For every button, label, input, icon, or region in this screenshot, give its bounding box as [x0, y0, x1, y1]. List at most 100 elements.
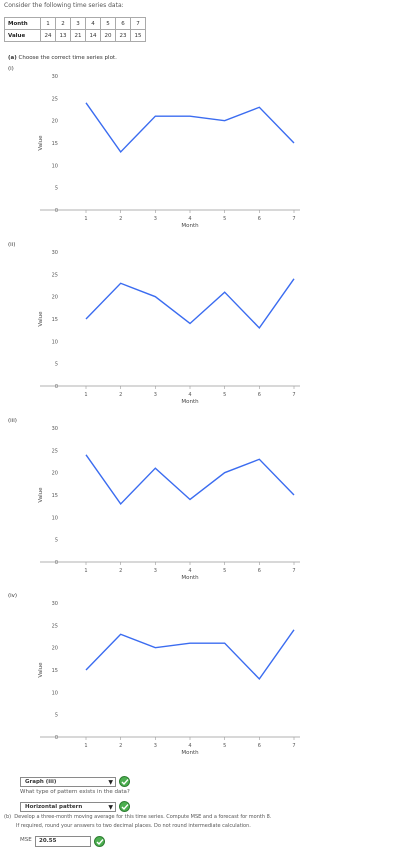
pattern-select[interactable]: Horizontal pattern ▼: [20, 802, 116, 812]
time-series-plot: 0 5 10 15 20 25 30 1 2 3 4 5 6 7 Month Value: [38, 601, 300, 756]
y-tick-label: 10: [52, 163, 58, 169]
y-axis-title: Value: [38, 311, 44, 327]
x-tick-label: 1: [84, 568, 87, 574]
plot-option-label: (i): [8, 66, 14, 72]
x-tick-label: 1: [84, 216, 87, 222]
value-cell: 21: [70, 29, 86, 42]
x-tick-label: 5: [223, 568, 226, 574]
mse-input[interactable]: 20.55: [35, 836, 91, 847]
part-b-text-2: If required, round your answers to two d…: [16, 823, 251, 829]
y-tick-label: 10: [52, 339, 58, 345]
graph-select[interactable]: Graph (iii) ▼: [20, 777, 116, 787]
y-tick-label: 25: [52, 448, 58, 454]
series-line: [85, 629, 295, 681]
x-tick-label: 6: [258, 568, 261, 574]
x-axis-title: Month: [181, 223, 199, 229]
x-tick-label: 5: [223, 743, 226, 749]
y-tick-label: 20: [52, 471, 58, 477]
x-tick-label: 2: [119, 216, 122, 222]
pattern-question: What type of pattern exists in the data?: [20, 789, 130, 795]
y-tick-label: 5: [55, 713, 58, 719]
y-tick-label: 5: [55, 362, 58, 368]
part-b-prompt: (b) Develop a three-month moving average…: [4, 813, 399, 831]
series-line: [85, 454, 295, 506]
value-cell: 20: [100, 29, 116, 42]
y-tick-label: 25: [52, 272, 58, 278]
plot-option-label: (iii): [8, 418, 17, 424]
month-cell: 1: [40, 17, 56, 30]
y-tick-label: 30: [52, 74, 58, 80]
month-row: Month 1 2 3 4 5 6 7: [4, 17, 146, 30]
x-tick-label: 1: [84, 743, 87, 749]
x-tick-label: 6: [258, 392, 261, 398]
y-tick-label: 30: [52, 250, 58, 256]
y-tick-label: 30: [52, 426, 58, 432]
y-tick-label: 0: [55, 384, 58, 390]
series-line: [85, 278, 295, 330]
x-tick-label: 5: [223, 216, 226, 222]
checkmark-icon: [94, 836, 105, 847]
time-series-plot: 0 5 10 15 20 25 30 1 2 3 4 5 6 7 Month Value: [38, 74, 300, 229]
graph-select-value: Graph (iii): [25, 779, 57, 785]
y-tick-label: 15: [52, 668, 58, 674]
x-tick-label: 7: [292, 568, 295, 574]
y-tick-label: 30: [52, 601, 58, 607]
value-cell: 24: [40, 29, 56, 42]
x-tick-label: 2: [119, 392, 122, 398]
month-cell: 6: [115, 17, 131, 30]
x-axis-title: Month: [181, 750, 199, 756]
month-header: Month: [4, 17, 41, 30]
y-tick-label: 0: [55, 208, 58, 214]
x-tick-label: 4: [188, 216, 191, 222]
x-tick-label: 2: [119, 568, 122, 574]
y-tick-label: 20: [52, 295, 58, 301]
month-cell: 3: [70, 17, 86, 30]
chevron-down-icon: ▼: [108, 804, 113, 811]
x-tick-label: 4: [188, 743, 191, 749]
month-cell: 2: [55, 17, 71, 30]
part-a-letter: (a): [8, 55, 17, 61]
y-axis-title: Value: [38, 135, 44, 151]
time-series-table: Month 1 2 3 4 5 6 7 Value 24 13 21 14 20…: [4, 17, 146, 42]
value-row: Value 24 13 21 14 20 23 15: [4, 29, 146, 42]
y-tick-label: 10: [52, 515, 58, 521]
value-cell: 14: [85, 29, 101, 42]
month-cell: 4: [85, 17, 101, 30]
x-tick-label: 3: [154, 568, 157, 574]
intro-text: Consider the following time series data:: [4, 2, 124, 9]
x-tick-label: 3: [154, 392, 157, 398]
chevron-down-icon: ▼: [108, 779, 113, 786]
x-axis-title: Month: [181, 399, 199, 405]
x-tick-label: 7: [292, 216, 295, 222]
month-cell: 5: [100, 17, 116, 30]
x-axis-title: Month: [181, 575, 199, 581]
value-cell: 13: [55, 29, 71, 42]
x-tick-label: 4: [188, 568, 191, 574]
x-tick-label: 7: [292, 743, 295, 749]
x-tick-label: 3: [154, 743, 157, 749]
checkmark-icon: [119, 801, 130, 812]
value-header: Value: [4, 29, 41, 42]
time-series-plot: 0 5 10 15 20 25 30 1 2 3 4 5 6 7 Month Value: [38, 426, 300, 581]
x-tick-label: 2: [119, 743, 122, 749]
y-tick-label: 15: [52, 493, 58, 499]
y-tick-label: 15: [52, 317, 58, 323]
plot-option-label: (iv): [8, 593, 18, 599]
y-tick-label: 15: [52, 141, 58, 147]
y-tick-label: 0: [55, 735, 58, 741]
pattern-select-value: Horizontal pattern: [25, 804, 83, 810]
checkmark-icon: [119, 776, 130, 787]
x-tick-label: 1: [84, 392, 87, 398]
y-axis-title: Value: [38, 487, 44, 503]
y-tick-label: 25: [52, 623, 58, 629]
x-tick-label: 5: [223, 392, 226, 398]
y-tick-label: 20: [52, 646, 58, 652]
part-a-text: Choose the correct time series plot.: [18, 55, 117, 61]
series-line: [85, 102, 295, 154]
x-tick-label: 7: [292, 392, 295, 398]
month-cell: 7: [130, 17, 146, 30]
y-tick-label: 5: [55, 538, 58, 544]
x-tick-label: 3: [154, 216, 157, 222]
part-b-letter: (b): [4, 814, 12, 820]
part-b-text-1: Develop a three-month moving average for…: [14, 814, 272, 820]
